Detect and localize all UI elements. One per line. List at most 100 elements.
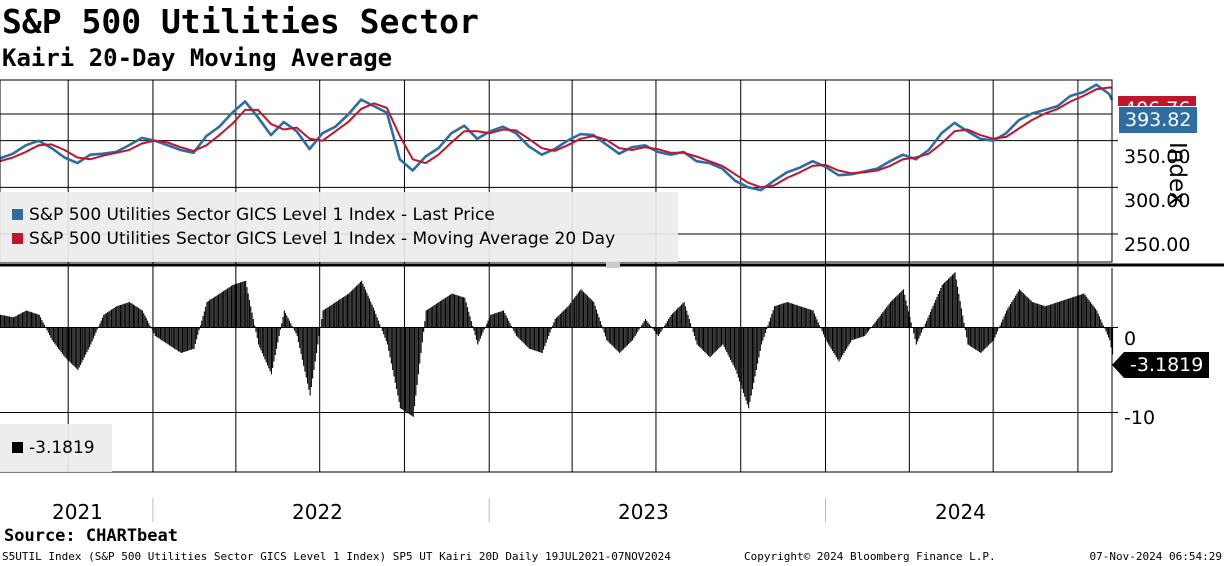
kairi-bar bbox=[1048, 305, 1050, 328]
kairi-bar bbox=[199, 325, 201, 328]
kairi-bar bbox=[856, 327, 858, 339]
kairi-bar bbox=[37, 314, 39, 328]
kairi-bar bbox=[754, 327, 756, 377]
kairi-bar bbox=[308, 327, 310, 390]
kairi-bar bbox=[1040, 305, 1042, 328]
kairi-bar bbox=[633, 327, 635, 339]
kairi-bar bbox=[966, 327, 968, 338]
kairi-bar bbox=[771, 313, 773, 328]
kairi-bar bbox=[879, 315, 881, 328]
kairi-bar bbox=[948, 278, 950, 328]
kairi-bar bbox=[381, 327, 383, 331]
kairi-bar bbox=[584, 293, 586, 328]
kairi-bar bbox=[312, 327, 314, 379]
kairi-bar bbox=[514, 327, 516, 334]
kairi-bar bbox=[295, 327, 297, 334]
kairi-bar bbox=[647, 322, 649, 328]
kairi-bar bbox=[603, 327, 605, 333]
kairi-bar bbox=[874, 322, 876, 328]
kairi-bar bbox=[90, 327, 92, 345]
kairi-bar bbox=[684, 306, 686, 328]
kairi-bar bbox=[803, 307, 805, 328]
kairi-bar bbox=[696, 327, 698, 345]
legend-swatch-black bbox=[12, 442, 23, 453]
kairi-bar bbox=[370, 301, 372, 328]
kairi-bar bbox=[314, 327, 316, 362]
kairi-bar bbox=[228, 287, 230, 328]
kairi-bar bbox=[829, 327, 831, 347]
kairi-bar bbox=[232, 285, 234, 328]
kairi-bar bbox=[795, 305, 797, 328]
kairi-bar bbox=[1015, 295, 1017, 328]
kairi-bar bbox=[120, 305, 122, 328]
x-year-label: 2021 bbox=[52, 500, 103, 524]
kairi-bar bbox=[641, 325, 643, 328]
kairi-bar bbox=[451, 293, 453, 328]
kairi-bar bbox=[356, 285, 358, 328]
kairi-bar bbox=[789, 302, 791, 328]
kairi-bar bbox=[328, 306, 330, 328]
kairi-bar bbox=[1018, 289, 1020, 328]
kairi-bar bbox=[871, 325, 873, 328]
kairi-bar bbox=[221, 291, 223, 328]
legend-swatch-red bbox=[12, 233, 23, 244]
kairi-bar bbox=[953, 273, 955, 328]
x-year-label: 2022 bbox=[292, 500, 343, 524]
kairi-bar bbox=[202, 316, 204, 328]
kairi-bar bbox=[285, 313, 287, 328]
kairi-bar bbox=[1074, 296, 1076, 328]
kairi-bar bbox=[1024, 294, 1026, 328]
kairi-bar bbox=[367, 295, 369, 328]
kairi-bar bbox=[362, 283, 364, 328]
kairi-bar bbox=[1095, 308, 1097, 328]
kairi-bar bbox=[25, 310, 27, 328]
kairi-bar bbox=[1025, 295, 1027, 328]
kairi-bar bbox=[67, 327, 69, 360]
kairi-bar bbox=[1000, 322, 1002, 328]
kairi-bar bbox=[121, 304, 123, 328]
kairi-bar bbox=[945, 281, 947, 328]
kairi-bar bbox=[41, 319, 43, 328]
kairi-bar bbox=[243, 281, 245, 328]
kairi-bar bbox=[375, 313, 377, 328]
kairi-bar bbox=[179, 327, 181, 353]
kairi-bar bbox=[1035, 303, 1037, 328]
kairi-bar bbox=[669, 316, 671, 328]
kairi-bar bbox=[833, 327, 835, 353]
kairi-bar bbox=[847, 327, 849, 347]
kairi-bar bbox=[1029, 299, 1031, 328]
kairi-bar bbox=[770, 317, 772, 328]
kairi-bar bbox=[247, 293, 249, 328]
kairi-bar bbox=[16, 315, 18, 328]
kairi-bar bbox=[1093, 307, 1095, 328]
kairi-bar bbox=[558, 315, 560, 328]
kairi-bar bbox=[781, 303, 783, 328]
kairi-bar bbox=[1083, 293, 1085, 328]
kairi-bar bbox=[270, 327, 272, 375]
kairi-bar bbox=[292, 327, 294, 329]
kairi-bar bbox=[1020, 290, 1022, 328]
kairi-bar bbox=[981, 327, 983, 352]
kairi-bar bbox=[831, 327, 833, 351]
kairi-bar bbox=[506, 318, 508, 328]
kairi-bar bbox=[424, 321, 426, 328]
kairi-bar bbox=[318, 327, 320, 336]
kairi-bar bbox=[737, 327, 739, 378]
kairi-bar bbox=[682, 303, 684, 328]
kairi-bar bbox=[941, 285, 943, 328]
kairi-bar bbox=[842, 327, 844, 356]
kairi-bar bbox=[385, 327, 387, 342]
kairi-bar bbox=[208, 300, 210, 328]
kairi-bar bbox=[103, 314, 105, 328]
kairi-bar bbox=[629, 327, 631, 343]
kairi-bar bbox=[544, 327, 546, 347]
kairi-bar bbox=[162, 327, 164, 342]
kairi-bar bbox=[537, 327, 539, 352]
kairi-bar bbox=[906, 305, 908, 328]
kairi-bar bbox=[646, 320, 648, 328]
kairi-bar bbox=[1086, 296, 1088, 328]
kairi-bar bbox=[690, 323, 692, 328]
kairi-bar bbox=[410, 327, 412, 416]
kairi-bar bbox=[374, 310, 376, 328]
kairi-bar bbox=[478, 327, 480, 342]
